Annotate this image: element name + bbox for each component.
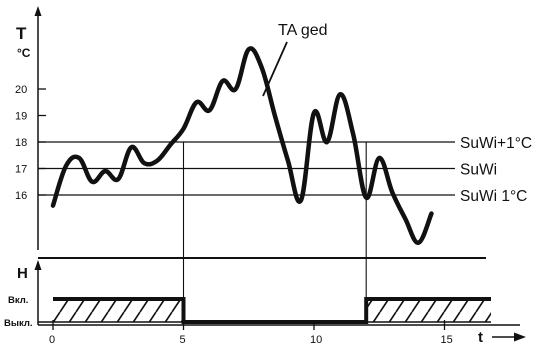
hatched-on-area-2 (366, 299, 491, 322)
reference-label-0: SuWi+1°C (460, 135, 532, 152)
reference-label-2: SuWi 1°C (460, 188, 527, 205)
time-arrow-head (514, 332, 526, 342)
series-annotation: TA ged (278, 22, 328, 39)
temperature-axis-arrow (34, 6, 42, 16)
y-tick-label-19: 19 (15, 111, 27, 123)
heating-state-plot (38, 297, 491, 324)
temperature-series-line (50, 46, 434, 245)
x-tick-label-5: 5 (180, 334, 186, 345)
temperature-axis-label: T (16, 24, 27, 43)
y-tick-label-16: 16 (15, 190, 27, 202)
y-tick-label-18: 18 (15, 137, 27, 149)
reference-label-1: SuWi (460, 162, 497, 179)
y-tick-label-17: 17 (15, 164, 27, 176)
x-tick-label-15: 15 (441, 334, 453, 345)
hatched-on-area-0 (53, 299, 184, 322)
temperature-unit-label: °C (17, 46, 31, 60)
state-on-label: Вкл. (8, 295, 28, 306)
x-tick-label-10: 10 (310, 334, 322, 345)
reference-lines: SuWi+1°C SuWi SuWi 1°C (38, 135, 532, 205)
heating-axis-label: H (17, 265, 28, 282)
state-off-label: Выкл. (4, 318, 33, 329)
x-tick-label-0: 0 (49, 334, 55, 345)
annotation-leader (262, 41, 288, 97)
temperature-ticks: 16 17 18 19 20 (15, 84, 46, 202)
heating-axis-arrow (34, 260, 42, 270)
switch-guides (182, 142, 367, 322)
time-ticks: 0 5 10 15 (49, 320, 453, 345)
y-tick-label-20: 20 (15, 84, 27, 96)
time-axis-label: t (478, 329, 483, 345)
